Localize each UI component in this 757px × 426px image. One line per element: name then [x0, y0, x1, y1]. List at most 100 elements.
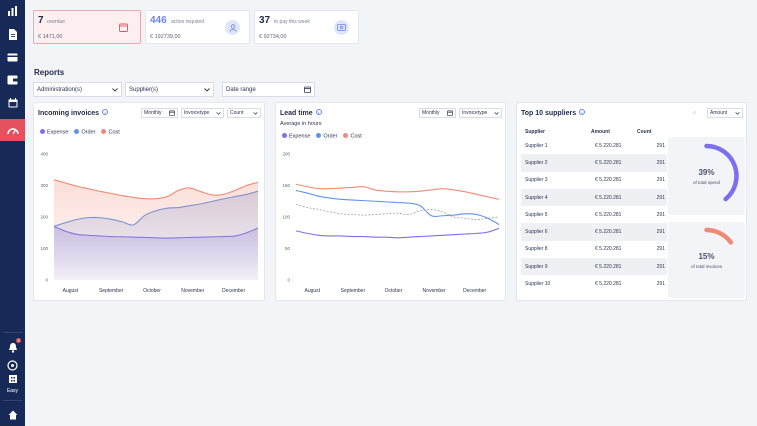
- money-icon: [334, 20, 349, 35]
- kpi-label: overdue: [47, 19, 66, 25]
- table-row[interactable]: Supplier 6 € 5.220.281 291: [521, 223, 667, 241]
- kpi-action-required[interactable]: 446 action required € 192739,00: [145, 10, 250, 44]
- cell-amount: € 5.220.281: [577, 154, 635, 172]
- cell-supplier: Supplier 5: [525, 211, 548, 218]
- chevron-down-icon: [112, 87, 118, 92]
- y-tick-label: 200: [282, 152, 290, 157]
- cell-supplier: Supplier 2: [521, 154, 577, 172]
- invoice-type-select[interactable]: Invoicetype: [459, 108, 502, 118]
- x-tick-label: September: [341, 288, 366, 294]
- legend-order[interactable]: Order: [316, 133, 337, 140]
- notifications-nav[interactable]: 3: [0, 336, 25, 358]
- sort-select[interactable]: Amount: [707, 108, 743, 118]
- x-tick-label: December: [463, 288, 486, 294]
- legend-label: Expense: [289, 133, 311, 140]
- legend-order[interactable]: Order: [74, 129, 95, 136]
- chevron-down-icon: [735, 111, 740, 115]
- kpi-amount: € 192739,00: [150, 34, 181, 40]
- invoice-type-value: Invoicetype: [462, 110, 488, 116]
- legend-expense[interactable]: Expense: [40, 129, 68, 136]
- table-row[interactable]: Supplier 1 € 5.220.281 291: [521, 137, 667, 154]
- legend-cost[interactable]: Cost: [343, 133, 362, 140]
- lead-time-card: Lead time i Average in hours Monthly Invo…: [275, 102, 506, 301]
- y-tick-label: 50: [285, 246, 291, 251]
- table-row[interactable]: Supplier 3 € 5.220.281 291: [521, 172, 667, 189]
- y-tick-label: 150: [282, 183, 290, 188]
- table-header-row: Supplier Amount Count: [521, 127, 667, 137]
- sort-order-icon[interactable]: ↓↑: [692, 110, 697, 116]
- calendar-icon: [116, 20, 131, 35]
- x-tick-label: October: [385, 288, 403, 294]
- series-line-cost: [295, 183, 500, 200]
- spend-percentage: 39%: [698, 168, 715, 177]
- supplier-filter[interactable]: Supplier(s): [125, 82, 214, 97]
- sort-value: Amount: [710, 110, 728, 116]
- cards-nav[interactable]: [0, 46, 25, 68]
- metric-select[interactable]: Count: [227, 108, 261, 118]
- info-icon[interactable]: i: [102, 109, 109, 115]
- help-nav[interactable]: [0, 354, 25, 376]
- legend-expense[interactable]: Expense: [282, 133, 310, 140]
- legend-label: Order: [81, 129, 96, 136]
- table-row[interactable]: Supplier 2 € 5.220.281 291: [521, 154, 667, 172]
- table-row[interactable]: Supplier 5 € 5.220.281 291: [521, 206, 667, 223]
- cell-count: 291: [635, 223, 667, 241]
- cell-supplier: Supplier 6: [521, 223, 577, 241]
- invoice-type-select[interactable]: Invoicetype: [181, 108, 224, 118]
- x-tick-label: October: [143, 288, 161, 294]
- calendar-nav[interactable]: [0, 92, 25, 114]
- info-icon[interactable]: i: [315, 109, 322, 115]
- table-row[interactable]: Supplier 8 € 5.220.281 291: [521, 241, 667, 258]
- cell-count: 291: [635, 154, 667, 172]
- period-value: Monthly: [422, 110, 440, 116]
- card-icon: [7, 53, 18, 61]
- suppliers-table: Supplier Amount Count Supplier 1 € 5.220.…: [521, 127, 667, 293]
- period-select[interactable]: Monthly: [419, 108, 456, 118]
- header-amount[interactable]: Amount: [591, 129, 610, 135]
- kpi-number: 446: [150, 15, 167, 26]
- table-row[interactable]: Supplier 4 € 5.220.281 291: [521, 188, 667, 207]
- administration-filter-label: Administration(s): [37, 86, 83, 93]
- easy-nav[interactable]: [0, 372, 25, 386]
- cell-amount: € 5.220.281: [595, 142, 622, 149]
- kpi-amount: € 1471,00: [38, 34, 63, 40]
- series-line-average: [295, 204, 500, 220]
- info-icon[interactable]: i: [579, 109, 586, 115]
- kpi-overdue[interactable]: 7 overdue € 1471,00: [33, 10, 141, 44]
- kpi-label: action required: [171, 19, 205, 25]
- spend-gauge: [704, 143, 739, 202]
- kpi-number: 7: [38, 15, 44, 26]
- incoming-invoices-chart: 0 100 200 300 400 August September October Novem…: [40, 152, 259, 294]
- administration-filter[interactable]: Administration(s): [33, 82, 122, 97]
- table-row[interactable]: Supplier 10 € 5.220.281 291: [521, 275, 667, 292]
- wallet-icon: [7, 75, 18, 85]
- cell-amount: € 5.220.281: [577, 188, 635, 207]
- series-area-cost: [54, 179, 258, 280]
- home-nav[interactable]: [0, 404, 25, 426]
- sidebar: 3 Easy: [0, 0, 25, 426]
- top-suppliers-card: Top 10 suppliers i ↓↑ Amount Supplier Amo…: [516, 102, 747, 301]
- cell-amount: € 5.220.281: [595, 281, 622, 288]
- lead-time-subtitle: Average in hours: [280, 121, 322, 127]
- chevron-down-icon: [253, 111, 258, 115]
- period-select[interactable]: Monthly: [141, 108, 178, 118]
- date-range-filter[interactable]: Date range: [222, 82, 315, 97]
- kpi-to-pay-this-week[interactable]: 37 to pay this week € 92734,00: [254, 10, 359, 44]
- easy-label: Easy: [6, 388, 19, 394]
- cell-supplier: Supplier 10: [525, 281, 551, 288]
- x-tick-label: November: [181, 288, 204, 294]
- legend-label: Cost: [350, 133, 362, 140]
- legend-cost[interactable]: Cost: [101, 129, 120, 136]
- date-range-label: Date range: [226, 86, 256, 93]
- wallet-nav[interactable]: [0, 69, 25, 91]
- incoming-invoices-card: Incoming invoices i Monthly Invoicetype C…: [33, 102, 265, 301]
- header-supplier[interactable]: Supplier: [525, 129, 546, 135]
- gauge-arc: [704, 227, 734, 245]
- reports-nav[interactable]: [0, 119, 25, 141]
- card-title-text: Top 10 suppliers: [521, 110, 577, 117]
- header-count[interactable]: Count: [637, 129, 652, 135]
- documents-nav[interactable]: [0, 23, 25, 45]
- notification-badge: 3: [16, 338, 21, 343]
- table-row[interactable]: Supplier 9 € 5.220.281 291: [521, 258, 667, 276]
- dashboard-nav[interactable]: [0, 0, 25, 22]
